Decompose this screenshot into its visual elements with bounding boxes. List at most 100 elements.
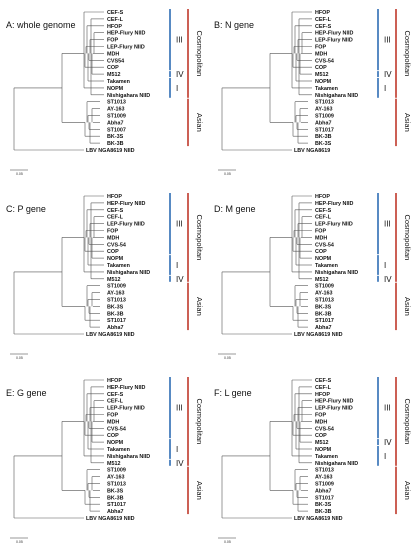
leaf-label: LBV NGA8619 NIID — [86, 516, 135, 522]
leaf-label: ST1013 — [107, 482, 126, 488]
leaf-label: COP — [315, 249, 327, 255]
leaf-label: BK-3B — [315, 311, 332, 317]
leaf-label: M512 — [107, 461, 121, 467]
leaf-label: M512 — [315, 72, 329, 78]
leaf-label: HEP-Flury NIID — [315, 31, 353, 37]
leaf-label: Nishigahara NIID — [315, 270, 358, 276]
leaf-label: FOP — [315, 413, 326, 419]
scale-label: 0.05 — [16, 172, 23, 176]
leaf-label: ST1013 — [107, 298, 126, 304]
leaf-label: FOP — [315, 229, 326, 235]
group-label: Cosmopolitan — [195, 214, 204, 260]
leaf-label: BK-3B — [107, 495, 124, 501]
leaf-label: CEF-L — [107, 17, 124, 23]
leaf-label: MDH — [107, 235, 119, 241]
leaf-label: LBV NGA8619 — [294, 148, 330, 154]
leaf-label: CEF-S — [107, 10, 124, 16]
leaf-label: ST1017 — [315, 495, 334, 501]
panel-title: B: N gene — [214, 20, 254, 30]
leaf-label: FOP — [107, 38, 118, 44]
leaf-label: CEF-L — [315, 385, 332, 391]
group-label: Cosmopolitan — [195, 30, 204, 76]
leaf-label: Nishigahara NIID — [107, 93, 150, 99]
scale-label: 0.05 — [16, 540, 23, 544]
leaf-label: M512 — [315, 277, 329, 283]
leaf-label: ST1017 — [315, 318, 334, 324]
clade-label: I — [176, 84, 178, 93]
clade-label: III — [176, 36, 183, 45]
leaf-label: NOPM — [107, 440, 124, 446]
clade-label: IV — [176, 459, 184, 468]
leaf-label: Abha7 — [315, 325, 331, 331]
leaf-label: BK-3S — [107, 134, 124, 140]
leaf-label: ST1017 — [107, 502, 126, 508]
leaf-label: AY-163 — [107, 107, 124, 113]
leaf-label: CVS-54 — [315, 58, 334, 64]
group-label: Cosmopolitan — [403, 214, 412, 260]
leaf-label: MDH — [107, 51, 119, 57]
leaf-label: Takamen — [315, 86, 338, 92]
leaf-label: CEF-S — [107, 392, 124, 398]
leaf-label: LEP-Flury NIID — [315, 406, 353, 412]
leaf-label: HFOP — [107, 24, 122, 30]
leaf-label: CEF-S — [107, 208, 124, 214]
tree-branches — [221, 11, 312, 151]
leaf-label: CVS54 — [107, 58, 124, 64]
leaf-label: MDH — [315, 419, 327, 425]
leaf-label: HFOP — [315, 392, 330, 398]
leaf-label: ST1013 — [107, 100, 126, 106]
leaf-label: Takamen — [315, 454, 338, 460]
leaf-label: BK-3S — [315, 141, 332, 147]
leaf-label: Nishigahara NIID — [107, 270, 150, 276]
leaf-label: BK-3S — [107, 304, 124, 310]
scale-label: 0.05 — [16, 356, 23, 360]
panel-F: F: L gene CEF-S CEF-L HFOP HEP-Flury NIID LEP… — [210, 368, 414, 546]
leaf-label: COP — [107, 65, 119, 71]
leaf-label: Abha7 — [315, 120, 331, 126]
tree-branches — [221, 195, 312, 335]
leaf-label: HFOP — [315, 10, 330, 16]
leaf-label: NOPM — [315, 79, 332, 85]
clade-label: IV — [384, 438, 392, 447]
clade-label: IV — [384, 275, 392, 284]
leaf-label: CEF-L — [315, 17, 332, 23]
leaf-label: CEF-L — [107, 215, 124, 221]
leaf-label: FOP — [107, 413, 118, 419]
leaf-label: COP — [107, 433, 119, 439]
leaf-label: Abha7 — [107, 509, 123, 515]
clade-label: III — [384, 404, 391, 413]
scale-label: 0.05 — [224, 540, 231, 544]
group-label: Cosmopolitan — [195, 398, 204, 444]
leaf-label: ST1013 — [315, 298, 334, 304]
leaf-label: MDH — [107, 419, 119, 425]
leaf-label: AY-163 — [107, 291, 124, 297]
leaf-label: CEF-S — [315, 208, 332, 214]
leaf-label: ST1017 — [107, 318, 126, 324]
leaf-label: Takamen — [107, 447, 130, 453]
leaf-label: ST1013 — [315, 468, 334, 474]
leaf-label: NOPM — [315, 256, 332, 262]
leaf-label: LEP-Flury NIID — [315, 222, 353, 228]
tree-branches — [13, 195, 104, 335]
leaf-label: Takamen — [107, 263, 130, 269]
leaf-label: Abha7 — [107, 325, 123, 331]
panel-C: C: P gene HFOP HEP-Flury NIID CEF-S CEF-L LEP… — [2, 184, 206, 362]
leaf-label: BK-3S — [315, 502, 332, 508]
leaf-label: CVS-54 — [107, 426, 126, 432]
leaf-label: AY-163 — [315, 291, 332, 297]
group-label: Asian — [403, 481, 412, 500]
leaf-label: CVS-54 — [315, 426, 334, 432]
leaf-label: LBV NGA8619 NIID — [86, 148, 135, 154]
leaf-label: CVS-54 — [107, 242, 126, 248]
leaf-label: ST1009 — [107, 114, 126, 120]
leaf-label: COP — [107, 249, 119, 255]
clade-label: IV — [384, 70, 392, 79]
leaf-label: MDH — [315, 51, 327, 57]
clade-label: III — [176, 404, 183, 413]
leaf-label: M512 — [107, 72, 121, 78]
leaf-label: Nishigahara NIID — [107, 454, 150, 460]
leaf-label: LEP-Flury NIID — [107, 222, 145, 228]
